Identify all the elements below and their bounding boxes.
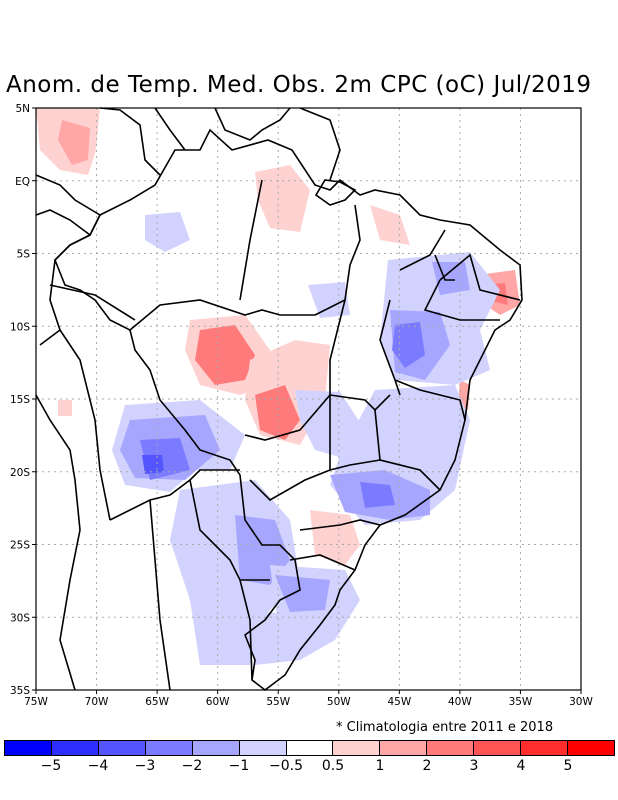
colorbar-swatch — [286, 741, 334, 755]
lon-tick-label: 75W — [24, 696, 48, 708]
colorbar-swatch — [333, 741, 381, 755]
colorbar-swatch — [239, 741, 287, 755]
lat-tick-label: 35S — [10, 685, 30, 697]
warm-anomaly-amapa — [255, 165, 310, 232]
cool-anomaly-ne-core — [392, 322, 425, 368]
lat-tick-label: 20S — [10, 467, 30, 479]
lon-tick-label: 65W — [145, 696, 169, 708]
cool-anomaly-pa-central — [308, 282, 350, 318]
colorbar-label: 2 — [422, 758, 432, 774]
colorbar-label: −4 — [87, 758, 109, 774]
colorbar-swatch — [427, 741, 475, 755]
lon-tick-label: 70W — [85, 696, 109, 708]
map-title: Anom. de Temp. Med. Obs. 2m CPC (oC) Jul… — [6, 72, 592, 98]
cool-anomaly-rs-mid — [275, 575, 330, 612]
lat-tick-label: 25S — [10, 540, 30, 552]
colorbar-label: −1 — [228, 758, 250, 774]
lon-tick-label: 35W — [509, 696, 533, 708]
colorbar-swatch — [5, 741, 52, 755]
lon-tick-label: 30W — [569, 696, 593, 708]
lon-tick-label: 50W — [327, 696, 351, 708]
colorbar-label: −5 — [40, 758, 62, 774]
lat-tick-label: 5S — [17, 249, 31, 261]
cool-anomaly-se-core — [360, 482, 395, 508]
lon-tick-label: 40W — [448, 696, 472, 708]
lat-tick-label: 15S — [10, 394, 30, 406]
lat-tick-label: EQ — [15, 176, 30, 188]
lon-tick-label: 60W — [206, 696, 230, 708]
axis-ticks: 75W 70W 65W 60W 55W 50W 45W 40W 35W 30W 5N EQ 5S 10S 1… — [10, 103, 594, 708]
colorbar-swatch — [192, 741, 240, 755]
colorbar-swatch — [145, 741, 193, 755]
warm-anomaly-mt-west-core — [195, 325, 255, 385]
anomaly-shading — [36, 108, 520, 665]
country-borders — [35, 107, 523, 692]
colorbar-label: 3 — [469, 758, 479, 774]
colorbar — [4, 740, 615, 756]
warm-anomaly-south — [310, 510, 360, 565]
colorbar-label: −2 — [181, 758, 203, 774]
colorbar-label: 0.5 — [321, 758, 345, 774]
colorbar-label: 5 — [563, 758, 573, 774]
lon-tick-label: 55W — [266, 696, 290, 708]
colorbar-swatch — [98, 741, 146, 755]
warm-anomaly-west-small — [58, 400, 72, 416]
cool-anomaly-amazon — [145, 212, 190, 252]
lat-tick-label: 30S — [10, 612, 30, 624]
colorbar-swatch — [521, 741, 569, 755]
colorbar-swatch — [51, 741, 99, 755]
colorbar-swatch — [380, 741, 428, 755]
lat-tick-label: 10S — [10, 321, 30, 333]
cool-anomaly-bolivia-center — [142, 455, 164, 474]
colorbar-swatch — [568, 741, 614, 755]
lat-tick-label: 5N — [15, 103, 30, 115]
colorbar-label: 4 — [516, 758, 526, 774]
colorbar-label: 1 — [375, 758, 385, 774]
colorbar-label: −0.5 — [269, 758, 303, 774]
warm-anomaly-nw-core — [58, 120, 90, 165]
colorbar-label: −3 — [134, 758, 156, 774]
warm-anomaly-para-coast — [370, 205, 410, 245]
lon-tick-label: 45W — [387, 696, 411, 708]
colorbar-swatch — [474, 741, 522, 755]
climatology-note: * Climatologia entre 2011 e 2018 — [336, 720, 554, 735]
